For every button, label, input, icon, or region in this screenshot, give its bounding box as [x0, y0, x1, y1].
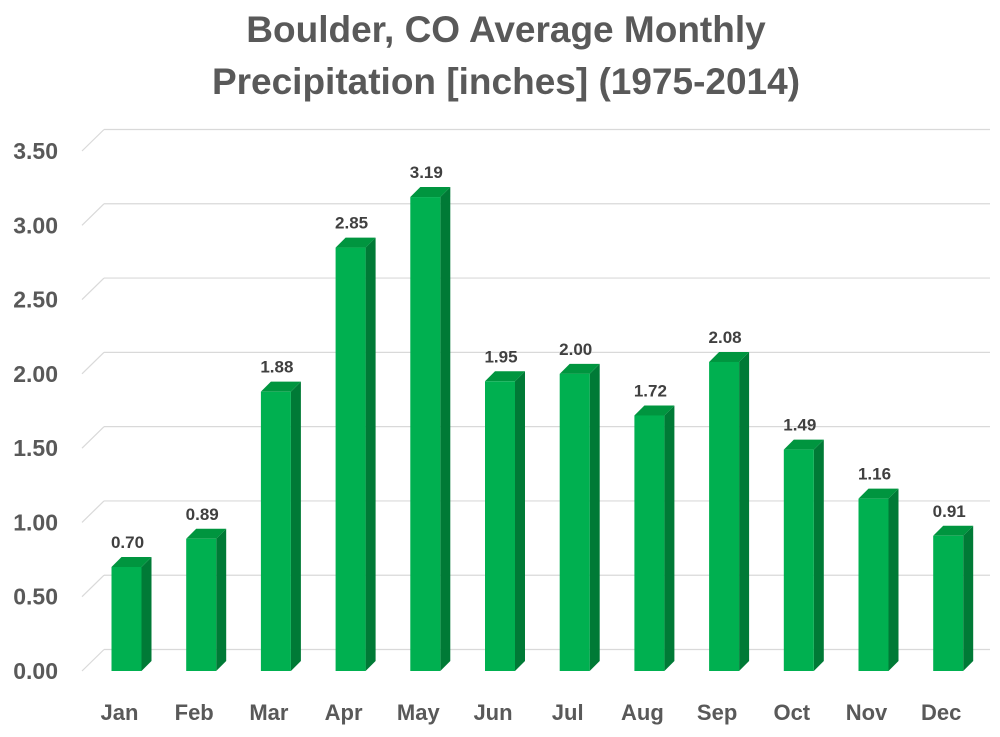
bar-front [186, 538, 217, 671]
bars [111, 187, 974, 672]
bar-front [783, 449, 814, 671]
bar-top [260, 381, 301, 392]
bar [485, 371, 525, 671]
gridline-depth [81, 426, 105, 449]
gridline-depth [81, 203, 105, 226]
bar-front [485, 381, 515, 671]
x-tick-label: Aug [621, 700, 664, 725]
x-axis-ticks: Jan Feb Mar Apr May Jun Jul Aug Sep Oct Nov Dec [101, 700, 962, 725]
data-label: 1.72 [634, 381, 667, 400]
data-label: 1.16 [858, 465, 891, 484]
bar-side [365, 237, 376, 672]
x-tick-label: Sep [697, 700, 737, 725]
bar [783, 439, 824, 671]
bar [933, 525, 974, 671]
y-tick-label: 1.00 [13, 509, 58, 535]
bar-top [485, 371, 525, 382]
bar-front [111, 567, 142, 671]
data-label: 1.88 [260, 358, 293, 377]
x-tick-label: Dec [921, 700, 961, 725]
data-label: 0.91 [933, 502, 966, 521]
x-tick-label: Jul [552, 700, 584, 725]
bar-top [634, 405, 675, 416]
gridline-depth [81, 500, 105, 523]
bar-front [933, 535, 964, 671]
x-tick-label: May [397, 700, 441, 725]
data-label: 2.85 [335, 214, 368, 233]
bar-side [589, 363, 600, 671]
x-tick-label: Feb [175, 700, 214, 725]
y-tick-label: 2.50 [13, 287, 58, 313]
x-tick-label: Apr [325, 700, 363, 725]
bar-side [515, 371, 525, 671]
bar-front [634, 415, 665, 671]
y-tick-label: 3.00 [13, 212, 58, 238]
chart-title-line-1: Boulder, CO Average Monthly [246, 9, 766, 50]
bar [858, 488, 899, 671]
bar-top [858, 488, 899, 499]
bar-side [813, 439, 824, 671]
x-tick-label: Jun [473, 700, 512, 725]
gridline-depth [81, 649, 105, 672]
gridline-depth [81, 574, 105, 598]
gridline-depth [81, 129, 105, 152]
gridlines [81, 128, 990, 672]
y-tick-label: 3.50 [13, 138, 58, 164]
bar [709, 351, 750, 671]
bar-side [664, 405, 675, 671]
data-labels: 0.70 0.89 1.88 2.85 3.19 1.95 2.00 1.72 2.08 1.49… [111, 163, 966, 552]
bar [186, 528, 227, 671]
bar-side [216, 528, 227, 671]
data-label: 0.70 [111, 533, 144, 552]
chart-title-line-2: Precipitation [inches] (1975-2014) [211, 61, 801, 102]
chart-title: Boulder, CO Average Monthly Precipitatio… [0, 4, 1000, 108]
x-tick-label: Oct [773, 700, 810, 725]
bar-top [186, 528, 227, 539]
bar-top [783, 439, 824, 450]
bar-front [559, 373, 590, 671]
bar [410, 187, 451, 672]
data-label: 1.95 [484, 347, 517, 366]
data-label: 2.08 [709, 328, 742, 347]
y-tick-label: 0.00 [13, 658, 58, 684]
bar-top [410, 187, 451, 198]
y-axis-ticks: 0.00 0.50 1.00 1.50 2.00 2.50 3.00 3.50 [13, 138, 58, 684]
bar-top [709, 351, 750, 362]
data-label: 0.89 [186, 505, 219, 524]
bar-top [933, 525, 974, 536]
bar-front [410, 197, 441, 672]
bar [634, 405, 675, 671]
x-tick-label: Jan [101, 700, 139, 725]
data-label: 1.49 [783, 416, 816, 435]
bar [260, 381, 301, 671]
bar-side [739, 351, 750, 671]
data-label: 2.00 [559, 340, 592, 359]
gridline-depth [81, 351, 105, 375]
data-label: 3.19 [410, 163, 443, 182]
bar-top [111, 557, 152, 567]
gridline-depth [81, 277, 105, 301]
y-tick-label: 0.50 [13, 584, 58, 610]
bar-side [440, 187, 451, 672]
bar-side [888, 488, 899, 671]
bar-side [141, 557, 152, 671]
bar-front [858, 498, 889, 671]
bar-side [963, 525, 974, 671]
bar-top [335, 237, 376, 248]
x-tick-label: Nov [846, 700, 888, 725]
x-tick-label: Mar [249, 700, 289, 725]
bar [335, 237, 376, 672]
bar [559, 363, 600, 671]
y-tick-label: 1.50 [13, 435, 58, 461]
bar [111, 557, 152, 671]
bar-front [335, 247, 366, 672]
bar-top [559, 363, 600, 374]
bar-front [260, 391, 291, 671]
y-tick-label: 2.00 [13, 361, 58, 387]
bar-side [290, 381, 301, 671]
bar-front [709, 361, 740, 671]
